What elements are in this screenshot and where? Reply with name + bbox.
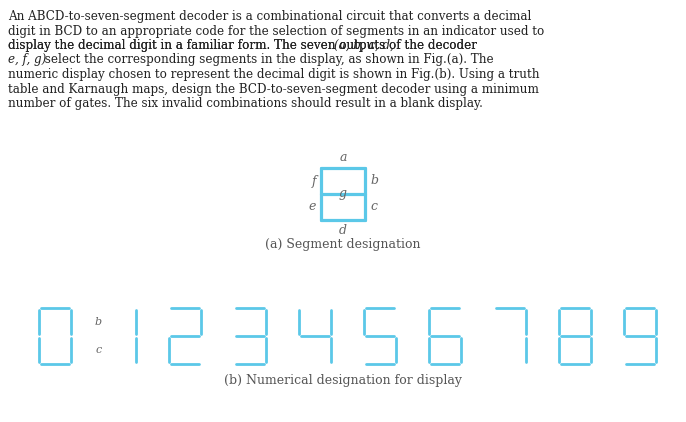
- Text: b: b: [370, 175, 378, 187]
- Text: c: c: [370, 200, 377, 214]
- Text: (a) Segment designation: (a) Segment designation: [265, 238, 421, 251]
- Text: select the corresponding segments in the display, as shown in Fig.(a). The: select the corresponding segments in the…: [41, 54, 494, 67]
- Text: e: e: [309, 200, 316, 214]
- Text: (a, b, c, d,: (a, b, c, d,: [334, 39, 394, 52]
- Text: e, f, g): e, f, g): [8, 54, 46, 67]
- Text: d: d: [339, 224, 347, 237]
- Text: a: a: [340, 151, 346, 164]
- Text: display the decimal digit in a familiar form. The seven outputs of the decoder: display the decimal digit in a familiar …: [8, 39, 481, 52]
- Text: (b) Numerical designation for display: (b) Numerical designation for display: [224, 374, 462, 387]
- Text: f: f: [311, 175, 316, 187]
- Text: digit in BCD to an appropriate code for the selection of segments in an indicato: digit in BCD to an appropriate code for …: [8, 24, 544, 38]
- Text: g: g: [339, 187, 347, 200]
- Text: b: b: [95, 317, 102, 327]
- Text: numeric display chosen to represent the decimal digit is shown in Fig.(b). Using: numeric display chosen to represent the …: [8, 68, 539, 81]
- Text: An ABCD-to-seven-segment decoder is a combinational circuit that converts a deci: An ABCD-to-seven-segment decoder is a co…: [8, 10, 532, 23]
- Text: display the decimal digit in a familiar form. The seven outputs of the decoder: display the decimal digit in a familiar …: [8, 39, 481, 52]
- Text: c: c: [95, 345, 102, 355]
- Text: number of gates. The six invalid combinations should result in a blank display.: number of gates. The six invalid combina…: [8, 97, 483, 110]
- Text: table and Karnaugh maps, design the BCD-to-seven-segment decoder using a minimum: table and Karnaugh maps, design the BCD-…: [8, 82, 539, 95]
